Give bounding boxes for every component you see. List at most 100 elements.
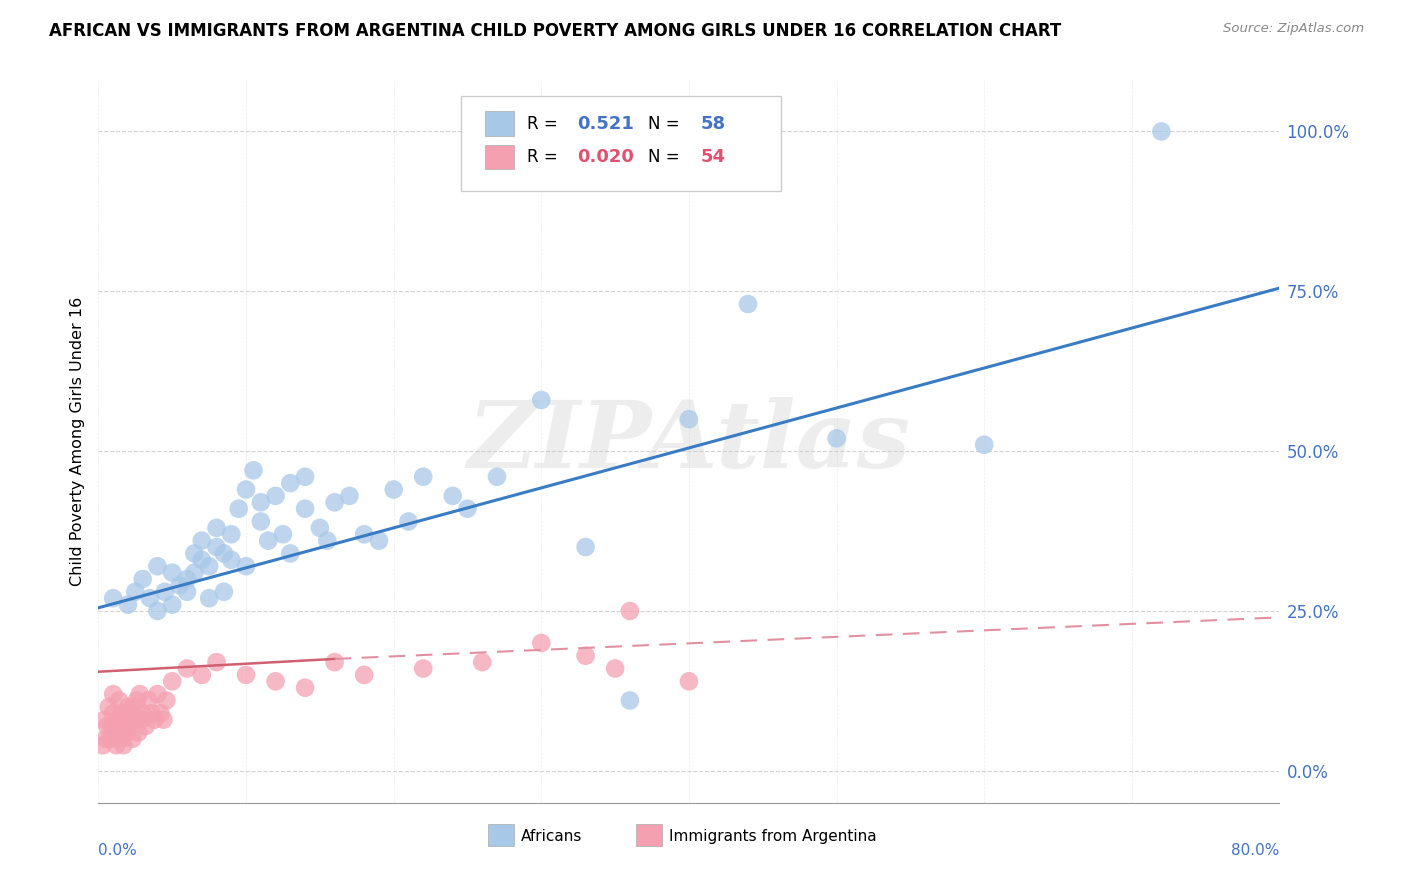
Point — [162, 598, 183, 612]
Point — [115, 725, 138, 739]
Point — [441, 489, 464, 503]
Point — [183, 566, 205, 580]
Point — [132, 706, 155, 721]
Point — [212, 546, 235, 560]
Point — [250, 495, 273, 509]
Point — [98, 731, 121, 746]
Point — [235, 668, 257, 682]
Point — [191, 668, 214, 682]
Point — [228, 501, 250, 516]
Point — [176, 584, 198, 599]
Point — [235, 559, 257, 574]
Point — [127, 725, 149, 739]
Point — [412, 661, 434, 675]
Point — [155, 693, 177, 707]
Point — [124, 584, 146, 599]
Point — [825, 431, 848, 445]
Point — [117, 699, 139, 714]
Point — [575, 648, 598, 663]
Point — [118, 719, 141, 733]
Point — [368, 533, 391, 548]
Point — [575, 540, 598, 554]
Point — [619, 693, 641, 707]
Text: 0.0%: 0.0% — [98, 843, 138, 857]
Point — [323, 495, 346, 509]
Point — [103, 687, 125, 701]
Point — [103, 706, 125, 721]
Point — [323, 655, 346, 669]
Point — [457, 501, 479, 516]
Point — [619, 604, 641, 618]
Point — [162, 566, 183, 580]
Point — [149, 706, 172, 721]
Point — [412, 469, 434, 483]
Point — [141, 706, 163, 721]
Point — [198, 591, 221, 606]
Point — [250, 515, 273, 529]
Point — [138, 693, 160, 707]
Point — [339, 489, 361, 503]
Point — [146, 687, 169, 701]
Point — [122, 699, 145, 714]
Text: ZIPAtlas: ZIPAtlas — [467, 397, 911, 486]
Point — [139, 591, 162, 606]
Point — [129, 713, 152, 727]
Point — [309, 521, 332, 535]
Text: Immigrants from Argentina: Immigrants from Argentina — [669, 829, 876, 844]
Point — [605, 661, 627, 675]
FancyBboxPatch shape — [485, 145, 515, 169]
Point — [97, 699, 120, 714]
FancyBboxPatch shape — [485, 112, 515, 136]
Text: N =: N = — [648, 115, 685, 133]
Point — [176, 572, 198, 586]
Point — [153, 584, 176, 599]
Point — [973, 438, 995, 452]
Point — [176, 661, 198, 675]
Y-axis label: Child Poverty Among Girls Under 16: Child Poverty Among Girls Under 16 — [69, 297, 84, 586]
Point — [280, 476, 302, 491]
Point — [280, 546, 302, 560]
Point — [120, 706, 142, 721]
Point — [353, 668, 375, 682]
Point — [294, 681, 316, 695]
Point — [221, 553, 243, 567]
Text: R =: R = — [527, 148, 564, 166]
FancyBboxPatch shape — [488, 824, 515, 847]
Point — [111, 706, 134, 721]
Text: R =: R = — [527, 115, 564, 133]
Text: Africans: Africans — [522, 829, 582, 844]
Point — [94, 731, 117, 746]
Point — [183, 546, 205, 560]
Point — [191, 533, 214, 548]
Point — [124, 713, 146, 727]
Point — [110, 731, 132, 746]
Point — [235, 483, 257, 497]
Point — [398, 515, 420, 529]
Point — [205, 540, 228, 554]
Point — [205, 521, 228, 535]
Point — [264, 489, 287, 503]
Point — [108, 693, 131, 707]
Point — [271, 527, 294, 541]
Point — [205, 655, 228, 669]
Point — [93, 713, 115, 727]
Point — [143, 713, 166, 727]
Point — [382, 483, 405, 497]
Point — [264, 674, 287, 689]
Point — [121, 731, 143, 746]
Point — [530, 392, 553, 407]
Point — [104, 725, 127, 739]
Point — [103, 591, 125, 606]
Point — [471, 655, 494, 669]
Text: 0.020: 0.020 — [576, 148, 634, 166]
Point — [96, 719, 118, 733]
Point — [678, 412, 700, 426]
Point — [242, 463, 264, 477]
Point — [132, 572, 155, 586]
Point — [169, 578, 191, 592]
Point — [146, 559, 169, 574]
Text: N =: N = — [648, 148, 685, 166]
Point — [112, 738, 135, 752]
Point — [117, 598, 139, 612]
Point — [125, 693, 148, 707]
